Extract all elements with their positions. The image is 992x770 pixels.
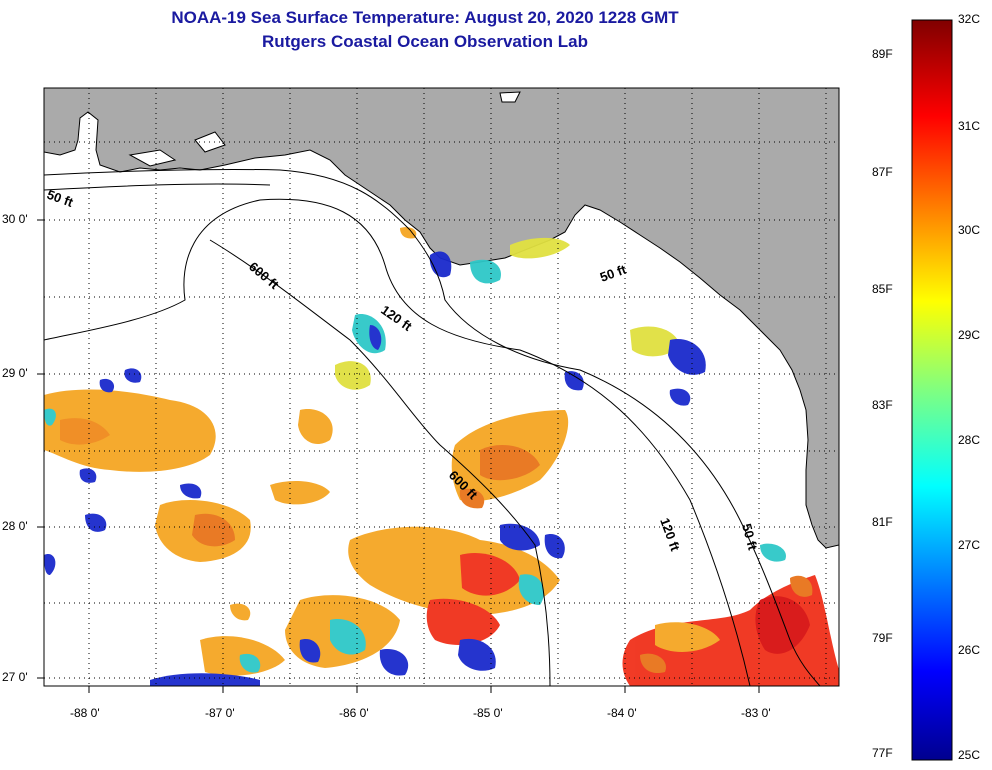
- lake: [499, 91, 521, 103]
- colorbar: [911, 19, 953, 761]
- colorbar-f-label: 77F: [872, 746, 893, 760]
- map-title: NOAA-19 Sea Surface Temperature: August …: [171, 8, 679, 27]
- lon-label: -85 0': [473, 706, 503, 720]
- colorbar-c-label: 29C: [958, 328, 981, 342]
- colorbar-c-label: 25C: [958, 748, 981, 762]
- lat-label: 29 0': [2, 366, 28, 380]
- colorbar-c-label: 27C: [958, 538, 981, 552]
- land-mass: [44, 88, 839, 549]
- colorbar-f-label: 81F: [872, 515, 893, 529]
- colorbar-c-label: 30C: [958, 223, 981, 237]
- colorbar-f-label: 89F: [872, 47, 893, 61]
- colorbar-f-label: 87F: [872, 165, 893, 179]
- bathymetry-contours: [44, 168, 821, 686]
- sst-data: [44, 227, 839, 686]
- bay-inlet: [128, 149, 177, 167]
- lon-label: -87 0': [205, 706, 235, 720]
- axis-ticks: [37, 219, 760, 693]
- colorbar-c-label: 32C: [958, 12, 981, 26]
- lat-label: 27 0': [2, 670, 28, 684]
- lon-label: -86 0': [339, 706, 369, 720]
- lat-label: 28 0': [2, 519, 28, 533]
- colorbar-f-label: 83F: [872, 398, 893, 412]
- lon-label: -88 0': [70, 706, 100, 720]
- colorbar-c-label: 26C: [958, 643, 981, 657]
- lat-label: 30 0': [2, 212, 28, 226]
- map-subtitle: Rutgers Coastal Ocean Observation Lab: [262, 32, 588, 51]
- lon-label: -83 0': [741, 706, 771, 720]
- colorbar-c-label: 28C: [958, 433, 981, 447]
- colorbar-f-label: 79F: [872, 631, 893, 645]
- colorbar-c-label: 31C: [958, 119, 981, 133]
- lon-label: -84 0': [607, 706, 637, 720]
- contour-label: 50 ft: [739, 522, 761, 552]
- colorbar-f-label: 85F: [872, 282, 893, 296]
